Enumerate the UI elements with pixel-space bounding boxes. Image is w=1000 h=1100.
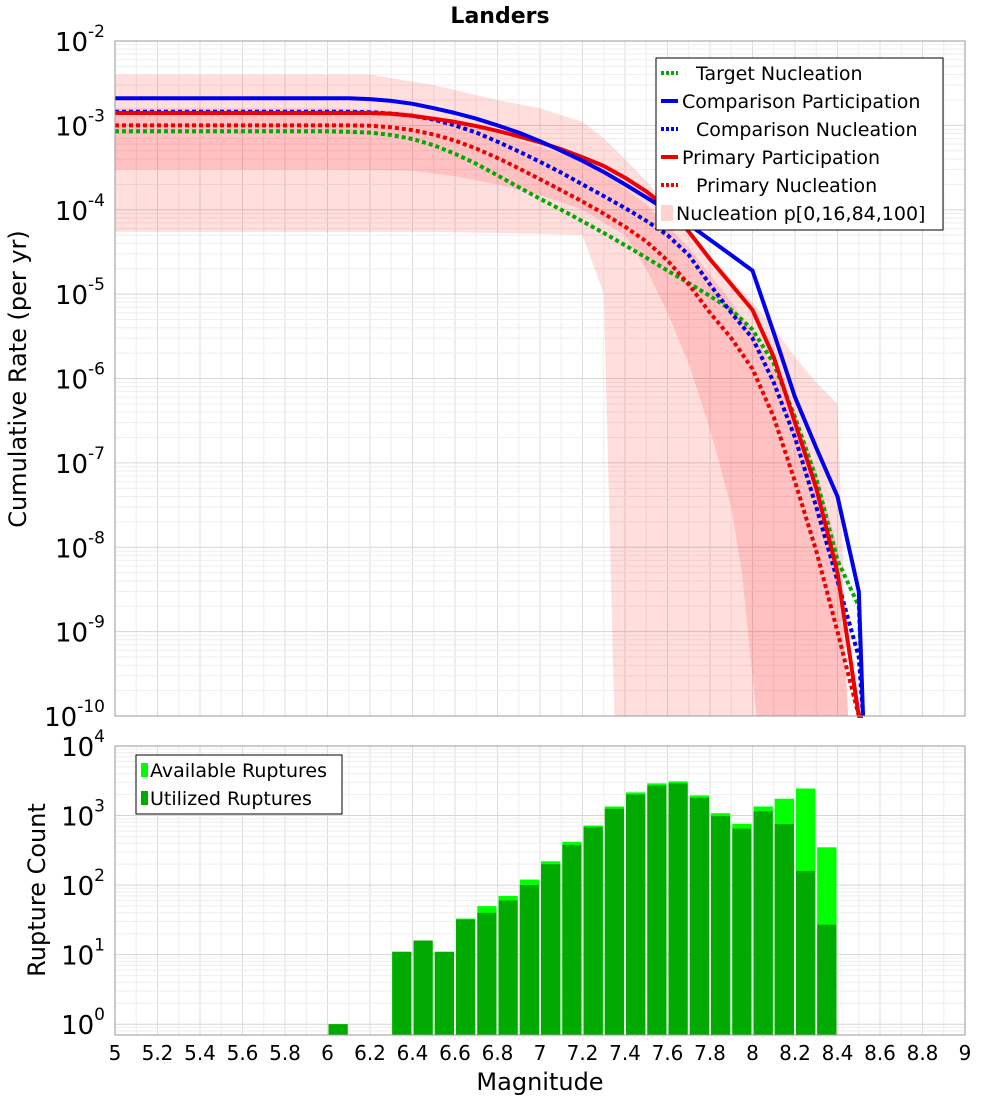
x-tick-label: 7.2	[567, 1041, 599, 1065]
y-tick-label: 10-7	[55, 444, 105, 480]
x-ticks: 5 5.2 5.4 5.6 5.8 6 6.2 6.4 6.6 6.8 7 7.2 7.4 7.6 7.8 8…	[109, 1041, 972, 1065]
series-target-nucleation	[115, 129, 865, 717]
x-tick-label: 9	[959, 1041, 972, 1065]
bar-utilized	[583, 827, 603, 1035]
bar-utilized	[456, 919, 476, 1035]
x-tick-label: 8.8	[907, 1041, 939, 1065]
x-tick-label: 7	[534, 1041, 547, 1065]
bar-utilized	[796, 870, 816, 1035]
legend-label: Nucleation p[0,16,84,100]	[676, 203, 925, 225]
top-grid	[114, 40, 966, 717]
bar-utilized	[753, 811, 773, 1035]
y-tick-label: 100	[61, 1005, 105, 1041]
legend-swatch	[661, 205, 673, 221]
legend-label: Target Nucleation	[695, 63, 863, 85]
x-tick-label: 8.4	[822, 1041, 854, 1065]
legend-label: Utilized Ruptures	[150, 788, 312, 810]
x-tick-label: 8	[746, 1041, 759, 1065]
x-tick-label: 5.8	[269, 1041, 301, 1065]
bar-utilized	[604, 808, 624, 1035]
legend-swatch	[141, 763, 148, 777]
bar-utilized	[413, 940, 433, 1035]
y-tick-label: 10-5	[55, 275, 105, 311]
y-tick-label: 10-2	[55, 22, 105, 58]
bar-utilized	[328, 1024, 348, 1035]
y-tick-label: 101	[61, 936, 105, 972]
y-tick-label: 10-4	[55, 191, 105, 227]
x-tick-label: 7.4	[609, 1041, 641, 1065]
x-tick-label: 6.6	[439, 1041, 471, 1065]
y-tick-label: 10-6	[55, 360, 105, 396]
x-tick-label: 6.8	[482, 1041, 514, 1065]
x-tick-label: 7.6	[652, 1041, 684, 1065]
legend-box	[135, 754, 343, 815]
legend-label: Primary Nucleation	[696, 175, 877, 197]
legend-label: Comparison Nucleation	[696, 119, 918, 141]
x-tick-label: 7.8	[694, 1041, 726, 1065]
x-tick-label: 5.4	[184, 1041, 216, 1065]
y-tick-label: 103	[61, 797, 105, 833]
bar-utilized	[562, 844, 582, 1035]
bar-utilized	[689, 797, 710, 1035]
bar-utilized	[498, 900, 518, 1035]
top-y-ticks: 10-10 10-9 10-8 10-7 10-6 10-5 10-4 10-3 10-2	[44, 22, 105, 733]
x-tick-label: 6.2	[354, 1041, 386, 1065]
bar-utilized	[477, 912, 497, 1035]
bar-utilized	[647, 785, 667, 1035]
series-comparison-participation	[115, 96, 865, 717]
legend-box	[655, 57, 944, 231]
bottom-plot-frame	[114, 745, 966, 1036]
bottom-legend: Available Ruptures Utilized Ruptures	[135, 754, 343, 815]
bottom-y-axis-label: Rupture Count	[23, 803, 51, 977]
bar-utilized	[541, 864, 561, 1035]
legend-label: Available Ruptures	[150, 760, 327, 782]
x-axis-label: Magnitude	[476, 1068, 603, 1096]
x-tick-label: 6	[321, 1041, 334, 1065]
x-tick-label: 5.6	[227, 1041, 259, 1065]
x-tick-label: 6.4	[397, 1041, 429, 1065]
bottom-y-ticks: 100 101 102 103 104	[61, 727, 105, 1041]
x-tick-label: 8.2	[779, 1041, 811, 1065]
legend-swatch	[141, 791, 148, 805]
bar-utilized	[668, 783, 688, 1035]
y-tick-label: 10-3	[55, 106, 105, 142]
x-tick-label: 8.6	[864, 1041, 896, 1065]
bar-utilized	[519, 885, 540, 1035]
y-tick-label: 102	[61, 866, 105, 902]
y-tick-label: 104	[61, 727, 105, 763]
series-primary-nucleation	[115, 123, 863, 718]
y-tick-label: 10-10	[44, 697, 105, 733]
legend-label: Comparison Participation	[682, 91, 920, 113]
bar-utilized	[774, 824, 794, 1035]
rate-lines	[115, 96, 865, 718]
top-legend: Target Nucleation Comparison Participatio…	[655, 57, 944, 231]
y-tick-label: 10-8	[55, 528, 105, 564]
bar-utilized	[626, 794, 646, 1035]
legend-label: Primary Participation	[682, 147, 880, 169]
top-plot-frame	[114, 40, 966, 717]
x-tick-label: 5.2	[142, 1041, 174, 1065]
chart-title: Landers	[450, 4, 549, 29]
series-primary-participation	[115, 111, 863, 718]
x-tick-label: 5	[109, 1041, 122, 1065]
rupture-bars	[328, 781, 837, 1035]
bar-utilized	[392, 951, 412, 1035]
y-tick-label: 10-9	[55, 613, 105, 649]
bar-utilized	[817, 924, 837, 1035]
band-outer	[115, 74, 849, 717]
bar-utilized	[732, 828, 752, 1035]
bar-utilized	[434, 951, 454, 1035]
top-y-axis-label: Cumulative Rate (per yr)	[4, 230, 32, 528]
bar-utilized	[711, 816, 731, 1035]
